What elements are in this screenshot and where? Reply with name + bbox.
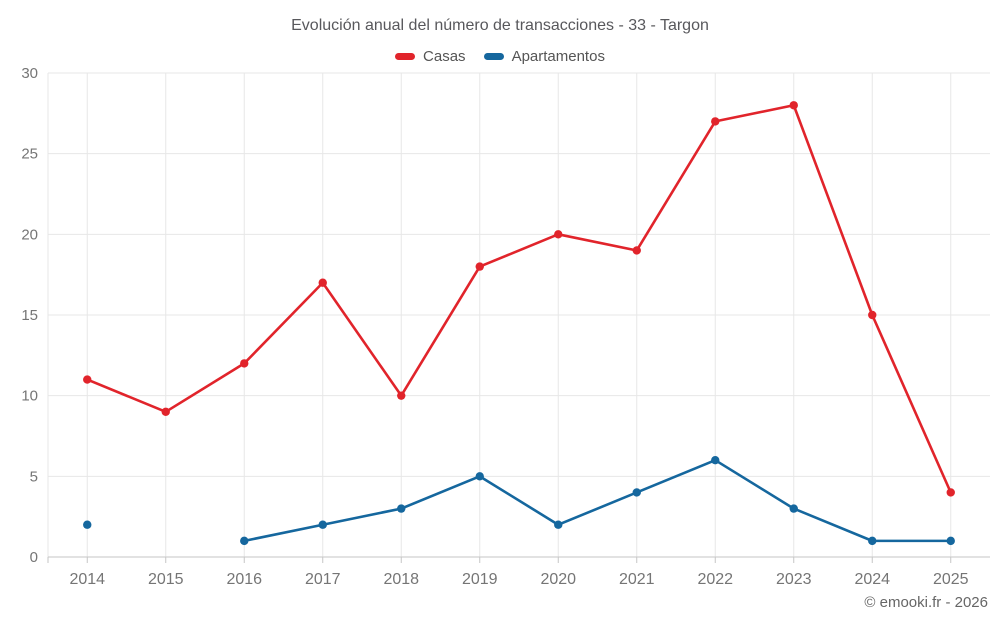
x-axis-tick-label: 2023 [776, 571, 812, 588]
y-axis-tick-label: 5 [30, 468, 38, 485]
casas-point[interactable] [475, 262, 484, 271]
casas-point[interactable] [83, 375, 92, 384]
x-axis-tick-label: 2019 [462, 571, 498, 588]
casas-point[interactable] [318, 278, 327, 287]
apartamentos-line [242, 458, 953, 543]
apartamentos-point[interactable] [240, 536, 249, 546]
apartamentos-point[interactable] [789, 504, 798, 513]
y-axis-tick-label: 15 [21, 307, 38, 324]
legend-swatch-icon [483, 53, 504, 60]
copyright-text: © emooki.fr - 2026 [864, 594, 988, 611]
x-axis-tick-label: 2021 [619, 571, 655, 588]
legend-item-apartamentos[interactable]: Apartamentos [483, 48, 605, 65]
casas-point[interactable] [554, 230, 563, 239]
y-axis-tick-label: 20 [21, 226, 38, 243]
x-axis-tick-label: 2015 [148, 571, 184, 588]
y-axis-tick-label: 25 [21, 146, 38, 163]
apartamentos-point[interactable] [868, 536, 877, 546]
x-axis-tick-label: 2020 [540, 571, 576, 588]
legend-item-casas[interactable]: Casas [395, 48, 466, 65]
casas-point[interactable] [789, 101, 798, 110]
x-axis-tick-label: 2016 [226, 571, 262, 588]
casas-point[interactable] [632, 246, 641, 255]
x-axis-tick-label: 2014 [69, 571, 105, 588]
legend-label: Apartamentos [511, 48, 605, 65]
casas-line [85, 103, 953, 494]
apartamentos-point[interactable] [83, 520, 92, 529]
apartamentos-point[interactable] [554, 520, 563, 529]
casas-point[interactable] [161, 407, 170, 416]
chart-title: Evolución anual del número de transaccio… [291, 17, 709, 34]
y-axis-tick-label: 30 [21, 65, 38, 82]
x-axis-tick-label: 2017 [305, 571, 341, 588]
casas-point[interactable] [397, 391, 406, 400]
y-axis-tick-label: 0 [30, 549, 38, 566]
x-axis-tick-label: 2018 [383, 571, 419, 588]
y-axis-tick-label: 10 [21, 388, 38, 405]
x-axis-tick-label: 2022 [697, 571, 733, 588]
casas-point[interactable] [240, 359, 249, 368]
casas-point[interactable] [868, 310, 877, 320]
apartamentos-point[interactable] [711, 456, 720, 465]
apartamentos-point[interactable] [475, 472, 484, 481]
chart-legend: Casas Apartamentos [0, 48, 1000, 65]
x-axis-tick-label: 2024 [854, 571, 890, 588]
apartamentos-point[interactable] [946, 536, 955, 546]
x-axis-tick-label: 2025 [933, 571, 969, 588]
legend-swatch-icon [395, 53, 416, 60]
casas-point[interactable] [946, 488, 955, 497]
apartamentos-point[interactable] [632, 488, 641, 497]
casas-point[interactable] [711, 117, 720, 126]
legend-label: Casas [423, 48, 466, 65]
apartamentos-point[interactable] [397, 504, 406, 513]
apartamentos-point[interactable] [318, 520, 327, 529]
